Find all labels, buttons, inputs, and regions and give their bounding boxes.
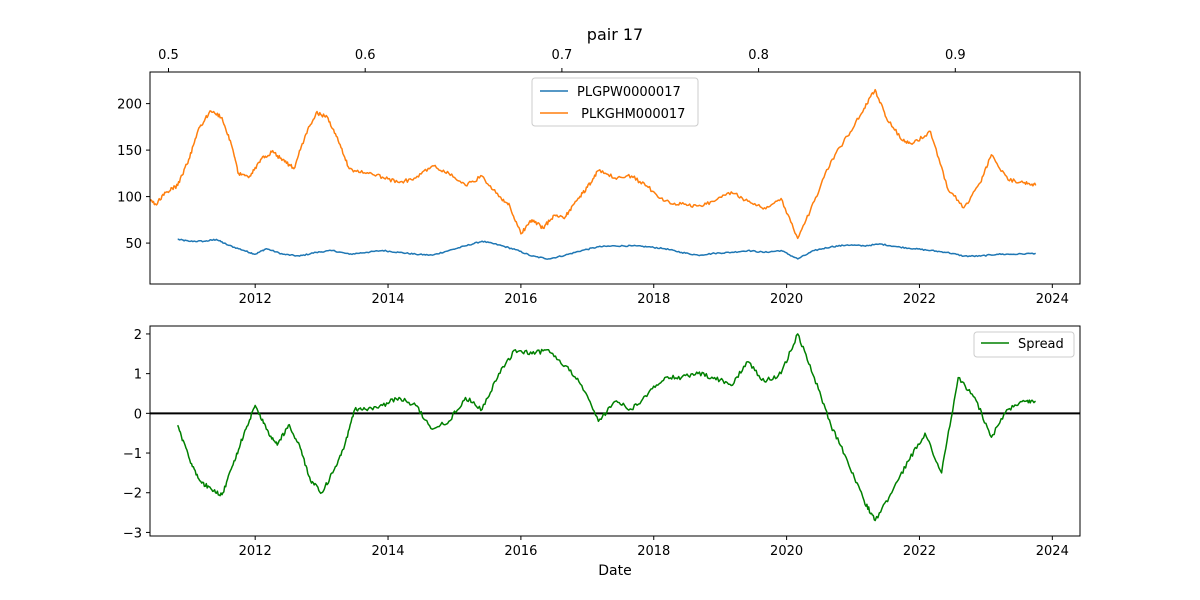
- y-tick-label: 0: [134, 407, 142, 422]
- x-tick-label: 2022: [903, 544, 936, 559]
- top-x-axis: 2012 2014 2016 2018 2020 2022 2024: [239, 284, 1069, 307]
- secondary-x-tick-label: 0.7: [552, 48, 573, 63]
- y-tick-label: −3: [123, 526, 142, 541]
- top-axes-frame: [149, 71, 1081, 285]
- top-y-axis: 50 100 150 200: [117, 98, 150, 252]
- bottom-x-axis: 2012 2014 2016 2018 2020 2022 2024: [239, 536, 1069, 559]
- y-tick-label: −2: [123, 487, 142, 502]
- bottom-legend: Spread: [973, 331, 1075, 358]
- x-tick-label: 2024: [1036, 292, 1069, 307]
- y-tick-label: 2: [134, 328, 142, 343]
- secondary-x-tick-label: 0.5: [158, 48, 179, 63]
- x-tick-label: 2014: [371, 544, 404, 559]
- x-tick-label: 2020: [770, 292, 803, 307]
- legend-label-plkghm: PLKGHM000017: [577, 107, 685, 122]
- top-legend: PLGPW0000017 PLKGHM000017: [531, 77, 699, 127]
- bottom-x-axis-label: Date: [598, 563, 631, 579]
- y-tick-label: 100: [117, 191, 142, 206]
- chart-title: pair 17: [587, 25, 643, 44]
- legend-label-spread: Spread: [1018, 337, 1064, 352]
- x-tick-label: 2016: [504, 544, 537, 559]
- series-line-spread: [177, 333, 1036, 522]
- x-tick-label: 2012: [239, 292, 272, 307]
- x-tick-label: 2012: [239, 544, 272, 559]
- bottom-y-axis: −3 −2 −1 0 1 2: [123, 328, 150, 541]
- top-panel: pair 17 0.5 0.6 0.7 0.8 0.9 2012 2014 2016 2018…: [117, 25, 1081, 307]
- y-tick-label: 150: [117, 144, 142, 159]
- bottom-panel: 2012 2014 2016 2018 2020 2022 2024 −3 −2 −1 0 1 2 D…: [123, 325, 1081, 579]
- x-tick-label: 2016: [504, 292, 537, 307]
- y-tick-label: −1: [123, 447, 142, 462]
- y-tick-label: 50: [125, 237, 142, 252]
- top-plot-area: [150, 88, 1037, 260]
- x-tick-label: 2022: [903, 292, 936, 307]
- x-tick-label: 2018: [637, 544, 670, 559]
- secondary-x-tick-label: 0.6: [355, 48, 376, 63]
- y-tick-label: 1: [134, 368, 142, 383]
- secondary-x-axis: 0.5 0.6 0.7 0.8 0.9: [158, 48, 966, 72]
- x-tick-label: 2014: [371, 292, 404, 307]
- legend-label-plgpw: PLGPW0000017: [577, 85, 681, 100]
- secondary-x-tick-label: 0.8: [748, 48, 769, 63]
- bottom-axes-frame: [149, 325, 1081, 537]
- x-tick-label: 2024: [1036, 544, 1069, 559]
- x-tick-label: 2020: [770, 544, 803, 559]
- series-line-plgpw0000017: [177, 238, 1036, 260]
- y-tick-label: 200: [117, 98, 142, 113]
- secondary-x-tick-label: 0.9: [945, 48, 966, 63]
- x-tick-label: 2018: [637, 292, 670, 307]
- series-line-plkghm000017: [150, 88, 1037, 240]
- bottom-plot-area: [150, 333, 1080, 522]
